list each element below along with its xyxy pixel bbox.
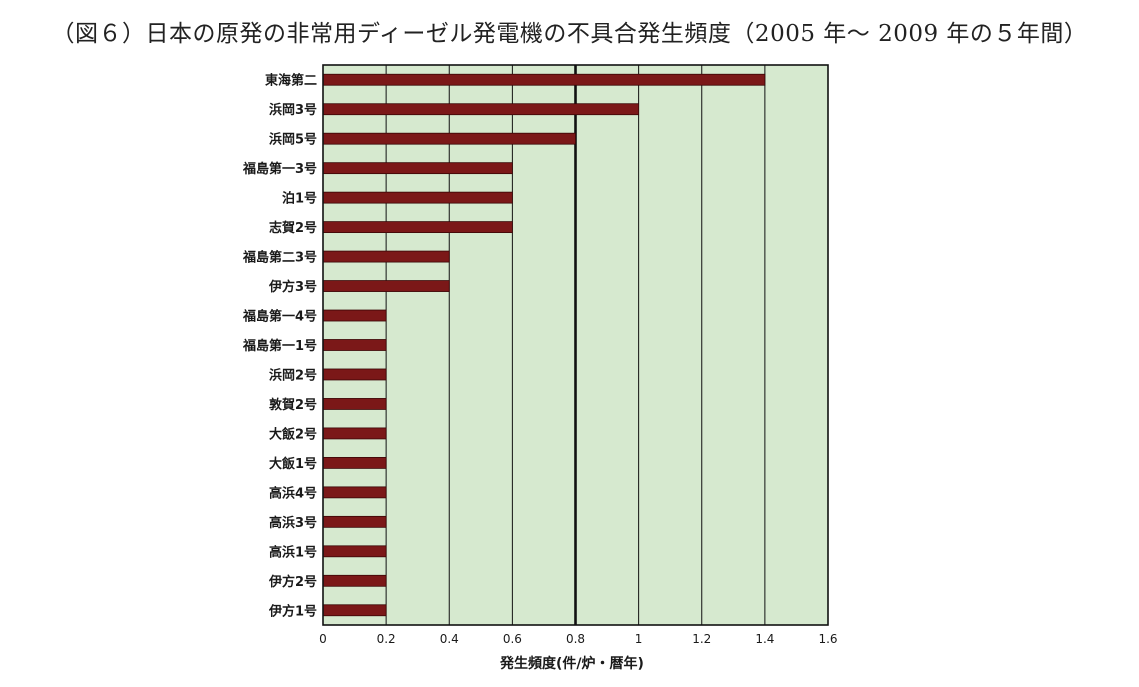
bar: [322, 398, 387, 410]
category-label: 福島第二3号: [242, 250, 317, 266]
x-tick-label: 1: [635, 632, 643, 646]
bar: [322, 515, 387, 528]
chart-title: （図６）日本の原発の非常用ディーゼル発電機の不具合発生頻度（2005 年～ 20…: [51, 21, 1088, 47]
category-label: 高浜4号: [269, 485, 317, 501]
bar: [322, 486, 387, 499]
bar: [322, 132, 576, 145]
bar: [322, 280, 450, 292]
x-tick-label: 0.8: [566, 632, 585, 646]
plot-border: [322, 64, 829, 626]
x-tick-label: 1.2: [692, 632, 711, 646]
bar: [322, 250, 450, 263]
category-label: 福島第一1号: [242, 338, 317, 354]
category-label: 高浜3号: [269, 515, 317, 531]
bar: [322, 309, 387, 322]
category-label: 東海第二: [265, 73, 317, 89]
category-label: 泊1号: [282, 191, 317, 207]
x-tick-label: 0: [319, 632, 327, 646]
category-label: 伊方1号: [268, 603, 317, 619]
bar: [322, 103, 640, 116]
x-tick-label: 1.4: [755, 632, 774, 646]
category-label: 伊方2号: [268, 574, 317, 590]
x-tick-label: 0.2: [377, 632, 396, 646]
x-tick-label: 1.6: [818, 632, 837, 646]
category-label: 福島第一4号: [242, 309, 317, 325]
bar: [322, 574, 387, 587]
bar: [322, 221, 513, 234]
bar: [322, 162, 513, 175]
category-label: 伊方3号: [268, 279, 317, 295]
bar: [322, 545, 387, 558]
x-tick-label: 0.6: [503, 632, 522, 646]
category-label: 敦賀2号: [269, 397, 317, 413]
category-label: 高浜1号: [269, 544, 317, 560]
bar: [322, 604, 387, 617]
category-label: 浜岡5号: [269, 132, 317, 148]
x-axis-label: 発生頻度(件/炉・暦年): [499, 655, 644, 672]
category-label: 福島第一3号: [242, 161, 317, 177]
category-label: 志賀2号: [269, 220, 317, 236]
bar: [322, 191, 513, 204]
category-label: 浜岡3号: [269, 102, 317, 118]
category-label: 大飯2号: [269, 426, 317, 442]
x-tick-label: 0.4: [440, 632, 459, 646]
category-label: 浜岡2号: [269, 367, 317, 383]
bar: [322, 73, 766, 86]
category-label: 大飯1号: [269, 456, 317, 472]
bar: [322, 427, 387, 440]
bar: [322, 456, 387, 469]
bar: [322, 368, 387, 381]
bar: [322, 339, 387, 351]
